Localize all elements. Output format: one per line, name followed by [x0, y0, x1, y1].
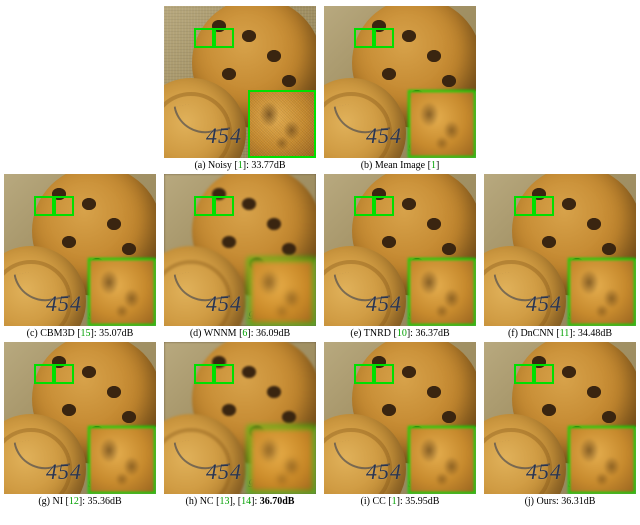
- figure-panel: 454 g (g) NI [12]: 35.36dB: [4, 342, 156, 508]
- figure-row: 454 g (c) CBM3D [15]: 35.07dB 454 g (d) WNN…: [4, 174, 636, 340]
- roi-box: [354, 28, 374, 48]
- figure-row: 454 g (a) Noisy [1]: 33.77dB 454 g (b) Mean…: [164, 6, 476, 172]
- roi-box: [374, 196, 394, 216]
- roi-box: [194, 28, 214, 48]
- panel-caption: (g) NI [12]: 35.36dB: [38, 496, 121, 508]
- zoom-inset: [248, 258, 316, 326]
- zoom-inset: [88, 258, 156, 326]
- figure-grid: 454 g (a) Noisy [1]: 33.77dB 454 g (b) Mean…: [0, 0, 640, 516]
- figure-panel: 454 g (h) NC [13], [14]: 36.70dB: [164, 342, 316, 508]
- panel-image: 454 g: [164, 174, 316, 326]
- panel-image: 454 g: [484, 174, 636, 326]
- zoom-inset: [568, 426, 636, 494]
- panel-caption: (h) NC [13], [14]: 36.70dB: [186, 496, 295, 508]
- zoom-inset: [408, 90, 476, 158]
- panel-image: 454 g: [484, 342, 636, 494]
- panel-caption: (d) WNNM [6]: 36.09dB: [190, 328, 290, 340]
- panel-image: 454 g: [4, 342, 156, 494]
- roi-box: [374, 28, 394, 48]
- roi-box: [354, 196, 374, 216]
- roi-box: [374, 364, 394, 384]
- figure-panel: 454 g (f) DnCNN [11]: 34.48dB: [484, 174, 636, 340]
- roi-box: [214, 28, 234, 48]
- panel-caption: (e) TNRD [10]: 36.37dB: [350, 328, 449, 340]
- zoom-inset: [248, 426, 316, 494]
- roi-box: [534, 364, 554, 384]
- panel-image: 454 g: [164, 342, 316, 494]
- roi-box: [54, 364, 74, 384]
- roi-box: [34, 196, 54, 216]
- zoom-inset: [568, 258, 636, 326]
- roi-box: [514, 196, 534, 216]
- figure-panel: 454 g (b) Mean Image [1]: [324, 6, 476, 172]
- panel-image: 454 g: [324, 174, 476, 326]
- roi-box: [214, 364, 234, 384]
- figure-panel: 454 g (c) CBM3D [15]: 35.07dB: [4, 174, 156, 340]
- panel-caption: (j) Ours: 36.31dB: [525, 496, 596, 508]
- zoom-inset: [408, 258, 476, 326]
- panel-caption: (c) CBM3D [15]: 35.07dB: [27, 328, 134, 340]
- zoom-inset: [408, 426, 476, 494]
- roi-box: [194, 364, 214, 384]
- figure-panel: 454 g (d) WNNM [6]: 36.09dB: [164, 174, 316, 340]
- zoom-inset: [88, 426, 156, 494]
- panel-image: 454 g: [324, 342, 476, 494]
- figure-panel: 454 g (a) Noisy [1]: 33.77dB: [164, 6, 316, 172]
- roi-box: [194, 196, 214, 216]
- roi-box: [534, 196, 554, 216]
- roi-box: [214, 196, 234, 216]
- figure-panel: 454 g (i) CC [1]: 35.95dB: [324, 342, 476, 508]
- figure-panel: 454 g (e) TNRD [10]: 36.37dB: [324, 174, 476, 340]
- figure-row: 454 g (g) NI [12]: 35.36dB 454 g (h) NC [13…: [4, 342, 636, 508]
- roi-box: [354, 364, 374, 384]
- panel-image: 454 g: [164, 6, 316, 158]
- zoom-inset: [248, 90, 316, 158]
- panel-caption: (f) DnCNN [11]: 34.48dB: [508, 328, 612, 340]
- figure-panel: 454 g (j) Ours: 36.31dB: [484, 342, 636, 508]
- panel-caption: (a) Noisy [1]: 33.77dB: [194, 160, 285, 172]
- panel-image: 454 g: [324, 6, 476, 158]
- panel-caption: (b) Mean Image [1]: [361, 160, 440, 172]
- roi-box: [34, 364, 54, 384]
- panel-image: 454 g: [4, 174, 156, 326]
- roi-box: [54, 196, 74, 216]
- roi-box: [514, 364, 534, 384]
- panel-caption: (i) CC [1]: 35.95dB: [361, 496, 440, 508]
